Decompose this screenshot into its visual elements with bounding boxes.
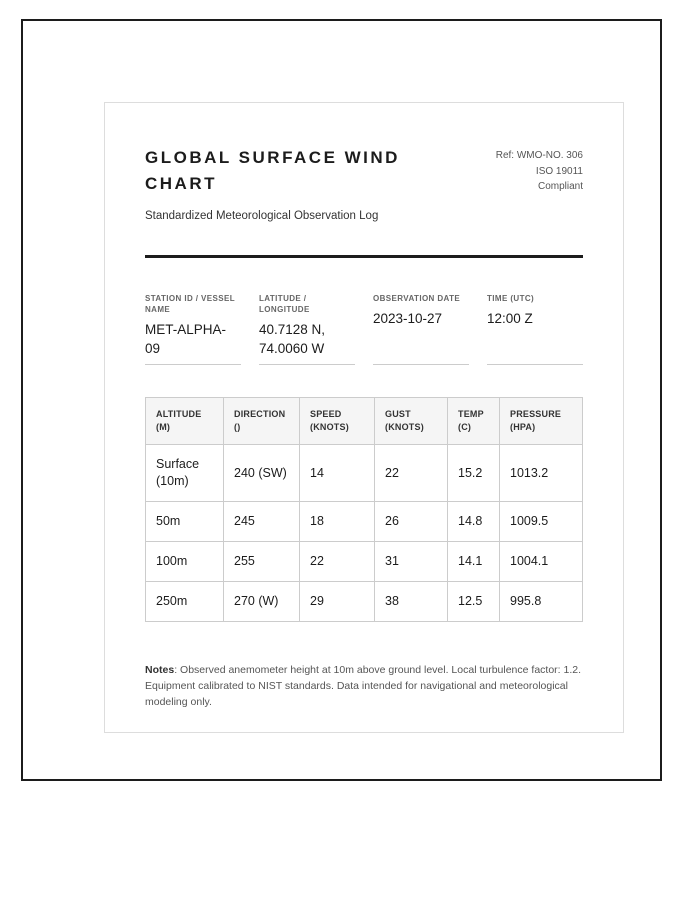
- field-label: LATITUDE / LONGITUDE: [259, 294, 310, 314]
- data-cell: 29: [299, 581, 375, 622]
- data-cell: 245: [223, 501, 300, 542]
- table-row: 50m 245 18 26 14.8 1009.5: [145, 501, 583, 542]
- data-cell: 100m: [145, 541, 224, 582]
- field-observation-date: OBSERVATION DATE 2023-10-27: [373, 293, 469, 365]
- wind-observation-table: ALTITUDE (M) DIRECTION () SPEED (KNOTS) …: [145, 397, 583, 622]
- field-value: 12:00 Z: [487, 311, 533, 326]
- ref-line-wmo: Ref: WMO-NO. 306: [495, 150, 583, 161]
- field-value: MET-ALPHA-09: [145, 322, 227, 356]
- header-cell-pressure: PRESSURE (HPA): [499, 397, 583, 445]
- document-header: GLOBAL SURFACE WIND CHART Ref: WMO-NO. 3…: [145, 145, 583, 197]
- field-label: TIME (UTC): [487, 294, 535, 303]
- page-title: GLOBAL SURFACE WIND CHART: [145, 148, 400, 193]
- field-value: 40.7128 N, 74.0060 W: [259, 322, 326, 356]
- data-cell: 22: [299, 541, 375, 582]
- data-cell: 250m: [145, 581, 224, 622]
- table-row: Surface (10m) 240 (SW) 14 22 15.2 1013.2: [145, 444, 583, 502]
- data-cell: 31: [374, 541, 448, 582]
- metadata-row: STATION ID / VESSEL NAME MET-ALPHA-09 LA…: [145, 293, 583, 365]
- data-cell: 18: [299, 501, 375, 542]
- data-cell: 14: [299, 444, 375, 502]
- table-row: 250m 270 (W) 29 38 12.5 995.8: [145, 581, 583, 622]
- field-station-id: STATION ID / VESSEL NAME MET-ALPHA-09: [145, 293, 241, 365]
- header-cell-gust: GUST (KNOTS): [374, 397, 448, 445]
- data-cell: 15.2: [447, 444, 500, 502]
- ref-line-iso: ISO 19011: [535, 165, 583, 177]
- notes-section: Notes: Observed anemometer height at 10m…: [145, 662, 583, 710]
- header-cell-temp: TEMP (C): [447, 397, 500, 445]
- data-cell: 1013.2: [499, 444, 583, 502]
- table-row: 100m 255 22 31 14.1 1004.1: [145, 541, 583, 582]
- notes-text: : Observed anemometer height at 10m abov…: [145, 664, 582, 708]
- ref-line-compliant: Compliant: [537, 181, 583, 192]
- header-cell-direction: DIRECTION (): [223, 397, 300, 445]
- table-header-row: ALTITUDE (M) DIRECTION () SPEED (KNOTS) …: [145, 397, 583, 445]
- notes-label: Notes: [145, 664, 175, 676]
- data-cell: 14.8: [447, 501, 500, 542]
- data-cell: 26: [374, 501, 448, 542]
- data-cell: 255: [223, 541, 300, 582]
- data-cell: 38: [374, 581, 448, 622]
- data-cell: 12.5: [447, 581, 500, 622]
- data-cell: 995.8: [499, 581, 583, 622]
- data-cell: 270 (W): [223, 581, 300, 622]
- outer-frame: GLOBAL SURFACE WIND CHART Ref: WMO-NO. 3…: [21, 19, 662, 781]
- field-value: 2023-10-27: [373, 311, 443, 326]
- page-subtitle: Standardized Meteorological Observation …: [145, 210, 379, 222]
- data-cell: 240 (SW): [223, 444, 300, 502]
- header-cell-speed: SPEED (KNOTS): [299, 397, 375, 445]
- field-lat-long: LATITUDE / LONGITUDE 40.7128 N, 74.0060 …: [259, 293, 355, 365]
- field-time-utc: TIME (UTC) 12:00 Z: [487, 293, 583, 365]
- paper-sheet: GLOBAL SURFACE WIND CHART Ref: WMO-NO. 3…: [104, 102, 624, 733]
- field-label: OBSERVATION DATE: [373, 294, 461, 303]
- data-cell: 22: [374, 444, 448, 502]
- data-cell: 1009.5: [499, 501, 583, 542]
- field-label: STATION ID / VESSEL NAME: [145, 294, 235, 314]
- header-cell-altitude: ALTITUDE (M): [145, 397, 224, 445]
- header-divider: [145, 255, 583, 258]
- reference-block: Ref: WMO-NO. 306 ISO 19011 Compliant: [444, 145, 583, 195]
- data-cell: 14.1: [447, 541, 500, 582]
- data-cell: 1004.1: [499, 541, 583, 582]
- data-cell: 50m: [145, 501, 224, 542]
- data-cell: Surface (10m): [145, 444, 224, 502]
